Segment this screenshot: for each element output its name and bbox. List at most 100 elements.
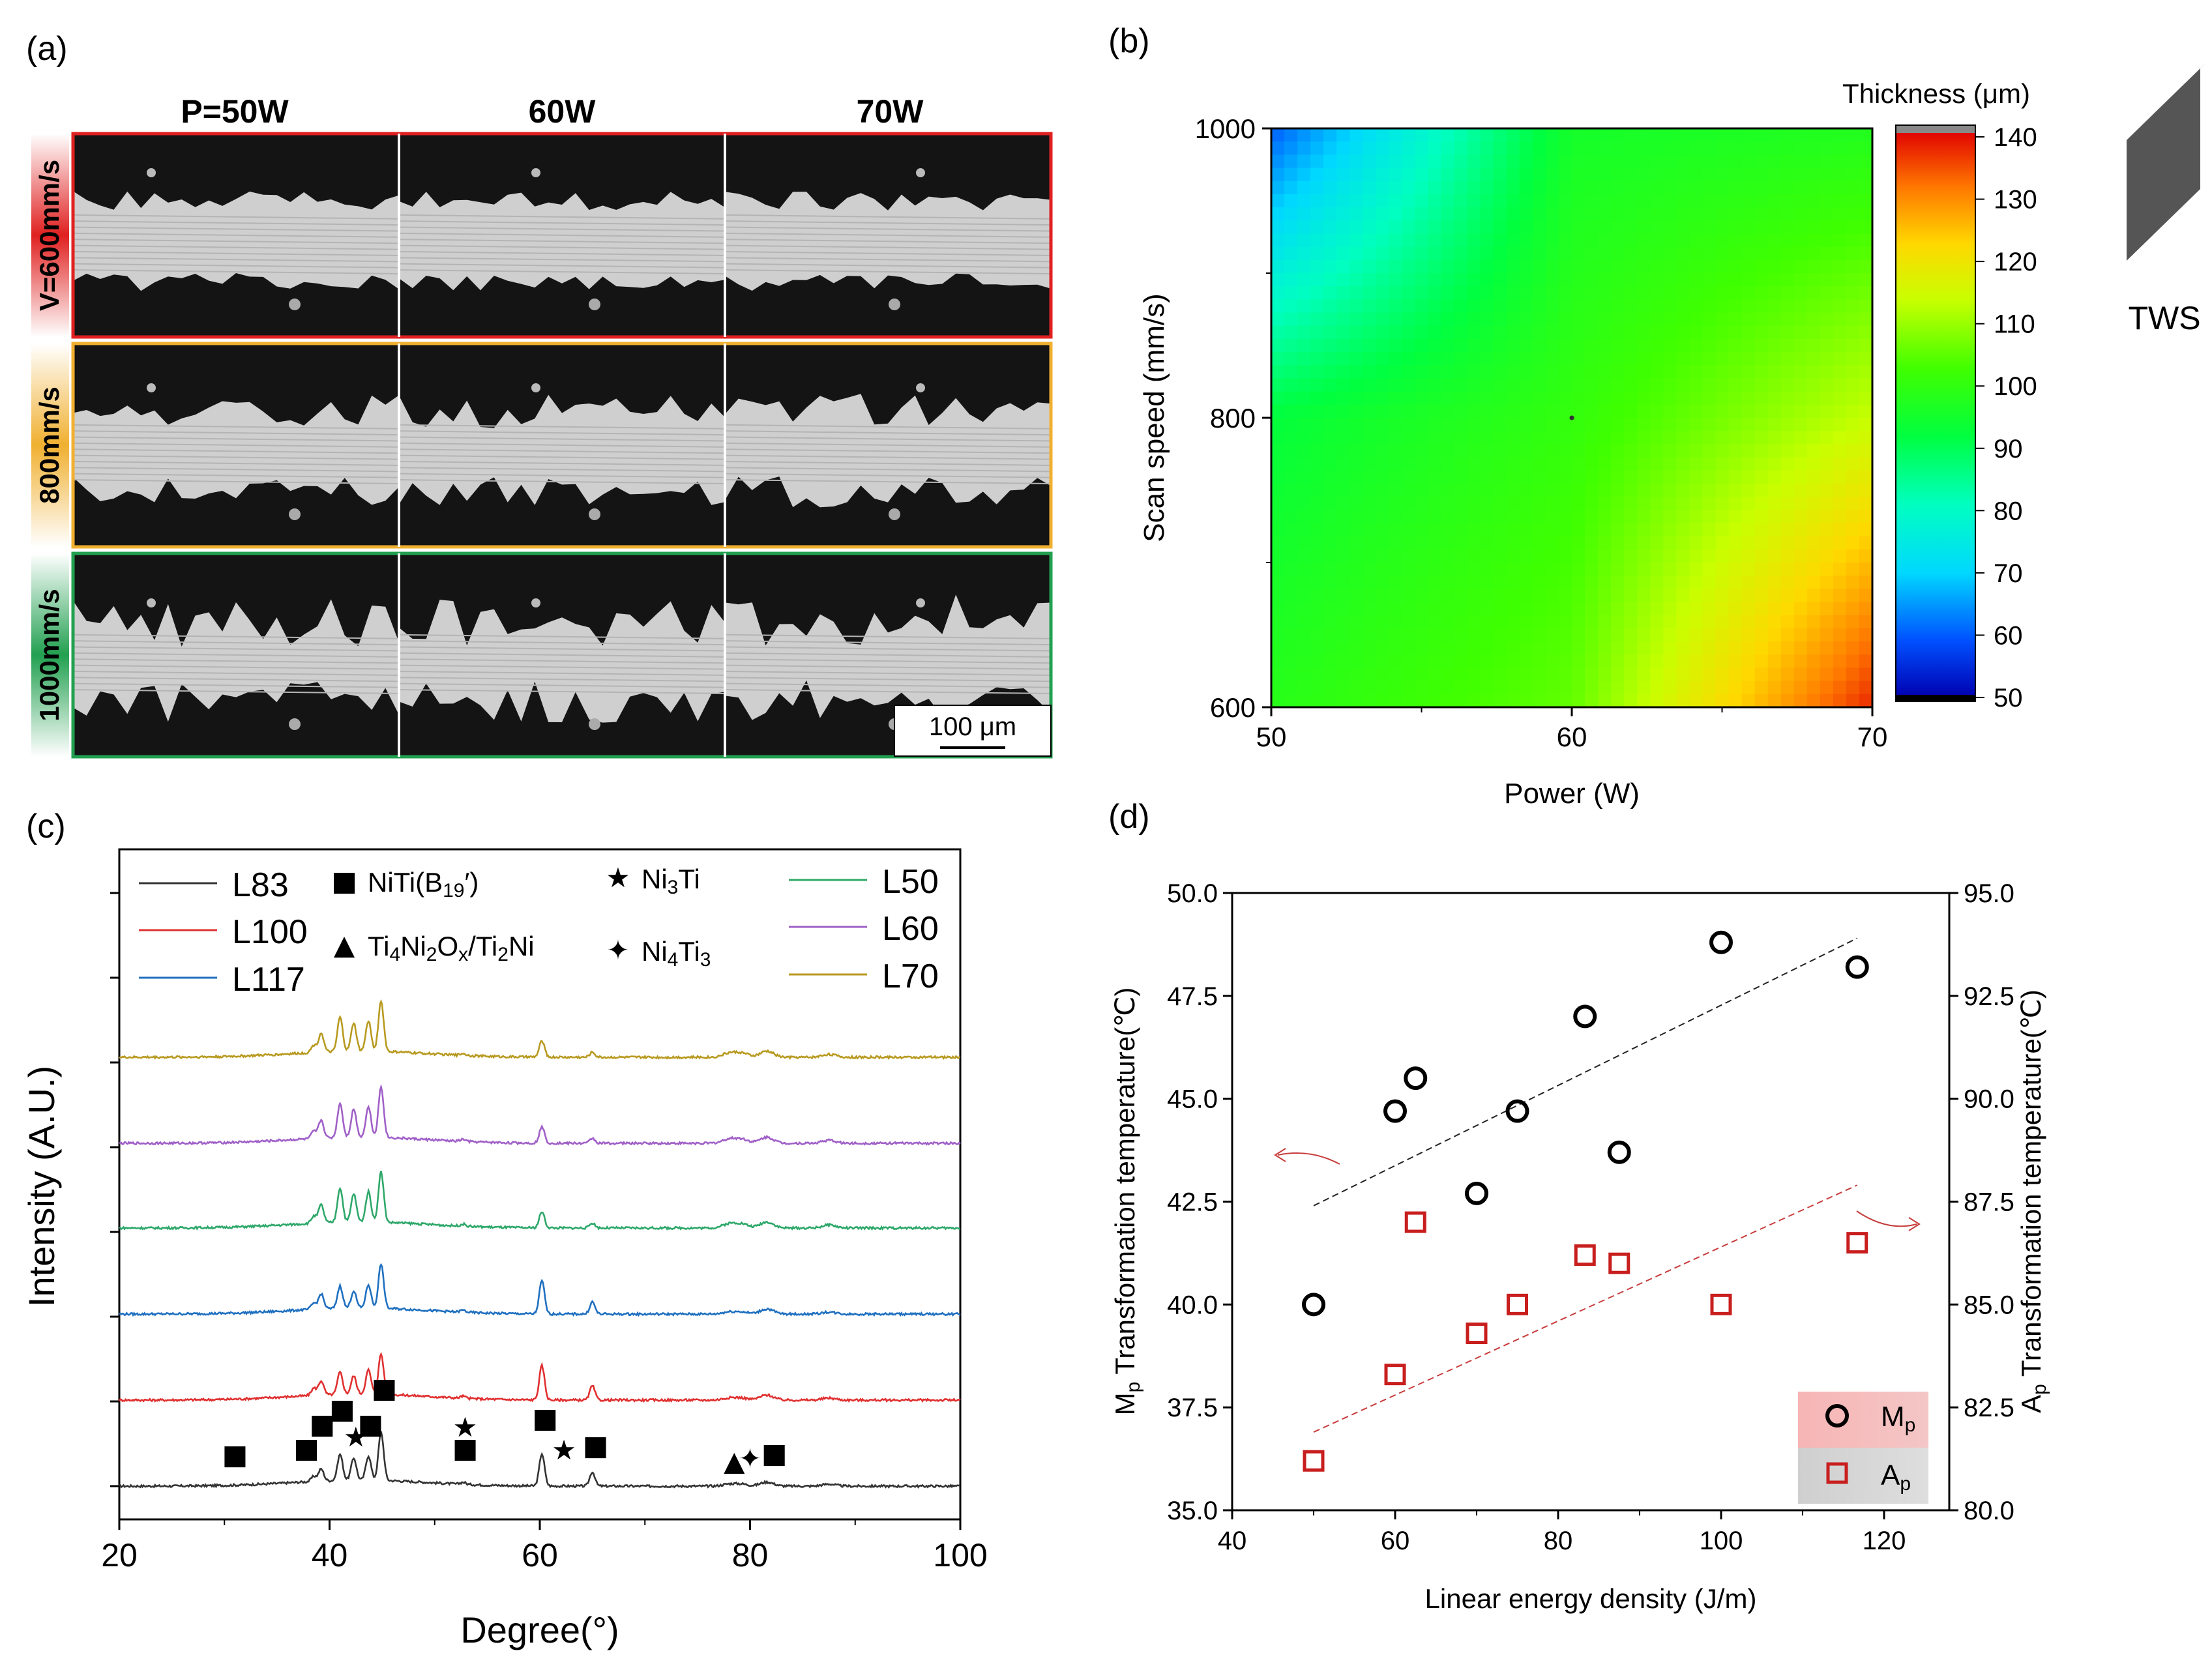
track-texture	[72, 664, 400, 670]
heatmap-cell	[1859, 391, 1873, 405]
track-texture	[72, 460, 400, 466]
heatmap-cell	[1767, 431, 1782, 445]
heatmap-cell	[1558, 207, 1572, 222]
heatmap-cell	[1859, 444, 1873, 458]
heatmap-cell	[1780, 194, 1795, 208]
heatmap-cell	[1833, 246, 1847, 261]
colorbar-under	[1896, 695, 1975, 701]
heatmap-cell	[1545, 378, 1559, 392]
heatmap-cell	[1545, 128, 1559, 142]
heatmap-cell	[1349, 444, 1364, 458]
heatmap-cell	[1585, 299, 1599, 314]
heatmap-cell	[1637, 641, 1651, 656]
heatmap-cell	[1663, 312, 1677, 327]
heatmap-cell	[1820, 128, 1834, 142]
heatmap-cell	[1702, 641, 1717, 656]
phase-marker: ■	[329, 1393, 355, 1425]
heatmap-cell	[1598, 563, 1612, 576]
heatmap-cell	[1767, 523, 1782, 537]
heatmap-cell	[1767, 207, 1782, 222]
legend-phase-label-part: 4	[668, 949, 679, 971]
heatmap-cell	[1741, 312, 1756, 327]
heatmap-cell	[1689, 128, 1703, 142]
heatmap-cell	[1572, 510, 1585, 524]
y-axis-label: Scan speed (mm/s)	[1138, 293, 1170, 542]
heatmap-cell	[1441, 168, 1455, 182]
heatmap-cell	[1715, 378, 1730, 392]
heatmap-cell	[1493, 391, 1507, 405]
heatmap-cell	[1480, 128, 1494, 142]
heatmap-cell	[1689, 694, 1703, 708]
heatmap-cell	[1715, 576, 1730, 590]
heatmap-cell	[1859, 246, 1873, 261]
heatmap-cell	[1284, 615, 1298, 629]
heatmap-cell	[1402, 259, 1416, 274]
heatmap-cell	[1532, 181, 1546, 195]
heatmap-cell	[1493, 523, 1507, 537]
heatmap-cell	[1833, 470, 1847, 484]
heatmap-cell	[1663, 352, 1677, 366]
heatmap-cell	[1793, 523, 1808, 537]
heatmap-cell	[1624, 470, 1638, 484]
heatmap-cell	[1519, 602, 1533, 616]
xrd-series	[118, 999, 961, 1489]
heatmap-cell	[1806, 404, 1821, 418]
heatmap-cell	[1323, 457, 1338, 471]
heatmap-cell	[1754, 523, 1769, 537]
heatmap-cell	[1663, 641, 1677, 656]
phase-markers: ■ ■■■★■■★■■★ ■ ▲✦ ■	[222, 1372, 788, 1477]
heatmap-cell	[1650, 181, 1664, 195]
heatmap-cell	[1323, 404, 1338, 418]
heatmap-cell	[1545, 457, 1559, 471]
phase-marker: ■	[309, 1408, 335, 1440]
heatmap-cell	[1493, 576, 1507, 590]
heatmap-cell	[1702, 470, 1717, 484]
heatmap-cell	[1624, 220, 1638, 235]
track-texture	[398, 424, 726, 430]
heatmap-cell	[1650, 365, 1664, 379]
heatmap-cell	[1297, 615, 1311, 629]
heatmap-cell	[1820, 233, 1834, 248]
heatmap-cell	[1415, 128, 1429, 142]
heatmap-cell	[1846, 352, 1860, 366]
heatmap-cell	[1402, 523, 1416, 537]
heatmap-cell	[1650, 589, 1664, 603]
heatmap-cell	[1336, 352, 1351, 366]
heatmap-cell	[1728, 589, 1743, 603]
heatmap-cell	[1363, 207, 1377, 222]
heatmap-cell	[1611, 667, 1625, 682]
heatmap-cell	[1820, 641, 1834, 656]
heatmap-cell	[1336, 273, 1351, 287]
legend-phase-label: Ni3Ti	[641, 864, 700, 898]
heatmap-cell	[1271, 233, 1285, 248]
heatmap-cell	[1572, 641, 1585, 656]
heatmap-cell	[1349, 470, 1364, 484]
heatmap-cell	[1284, 365, 1298, 379]
phase-marker: ■	[372, 1372, 398, 1404]
heatmap-cell	[1833, 194, 1847, 208]
heatmap-cell	[1846, 378, 1860, 392]
heatmap-cell	[1598, 246, 1612, 261]
heatmap-cell	[1454, 286, 1468, 300]
heatmap-cell	[1637, 457, 1651, 471]
heatmap-cell	[1545, 141, 1559, 156]
heatmap-cell	[1859, 497, 1873, 511]
heatmap-cell	[1806, 378, 1821, 392]
heatmap-cell	[1454, 536, 1468, 550]
heatmap-cell	[1363, 194, 1377, 208]
heatmap-cell	[1689, 141, 1703, 156]
heatmap-cell	[1389, 510, 1403, 524]
heatmap-cell	[1689, 589, 1703, 603]
heatmap-cell	[1715, 510, 1730, 524]
heatmap-cell	[1833, 325, 1847, 340]
heatmap-cell	[1846, 497, 1860, 511]
heatmap-cell	[1297, 523, 1311, 537]
row-header: 1000mm/s	[34, 589, 65, 721]
x-tick-label: 50	[1256, 722, 1287, 752]
heatmap-cell	[1754, 286, 1769, 300]
heatmap-cell	[1284, 233, 1298, 248]
heatmap-cell	[1428, 207, 1442, 222]
x-tick-label: 100	[1700, 1527, 1743, 1555]
heatmap-cell	[1859, 523, 1873, 537]
heatmap-cell	[1428, 325, 1442, 340]
